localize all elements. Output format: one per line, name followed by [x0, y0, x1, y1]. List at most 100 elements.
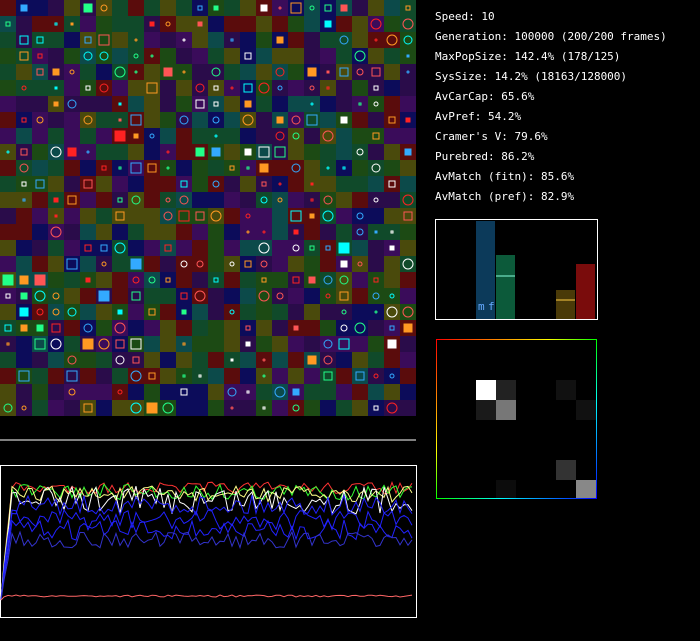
cell — [384, 144, 400, 160]
cell — [336, 144, 352, 160]
agent — [19, 307, 29, 317]
world-grid — [0, 0, 416, 416]
cell — [272, 352, 288, 368]
cell — [384, 112, 400, 128]
cell — [384, 400, 400, 416]
cell — [336, 272, 352, 288]
cell — [336, 16, 352, 32]
cell — [336, 80, 352, 96]
agent — [402, 306, 414, 318]
agent — [179, 195, 189, 205]
agent — [53, 197, 59, 203]
cell — [288, 256, 304, 272]
cell — [320, 240, 336, 256]
agent — [21, 85, 27, 91]
cell — [96, 112, 112, 128]
cell — [384, 224, 400, 240]
agent — [275, 67, 285, 77]
agent — [83, 51, 93, 61]
stat-line: Purebred: 86.2% — [435, 150, 535, 163]
agent — [323, 339, 333, 349]
agent — [242, 114, 254, 126]
agent — [354, 322, 366, 334]
cell — [144, 304, 160, 320]
agent — [149, 133, 155, 139]
agent — [340, 4, 348, 12]
cell — [352, 224, 368, 240]
cell — [80, 240, 96, 256]
agent — [114, 130, 126, 142]
agent — [389, 325, 395, 331]
cell — [80, 304, 96, 320]
cell — [144, 224, 160, 240]
cell — [352, 32, 368, 48]
cell — [240, 240, 256, 256]
cell — [96, 304, 112, 320]
cell — [368, 48, 384, 64]
hist-label: m — [478, 300, 485, 313]
agent — [196, 260, 204, 268]
agent — [84, 244, 92, 252]
stat-line: AvPref: 54.2% — [435, 110, 521, 123]
cell — [272, 240, 288, 256]
cell — [0, 64, 16, 80]
agent — [278, 182, 282, 186]
cell — [160, 32, 176, 48]
cell — [224, 128, 240, 144]
agent — [195, 99, 205, 109]
agent — [406, 70, 410, 74]
agent — [310, 182, 314, 186]
cell — [80, 368, 96, 384]
cell — [16, 144, 32, 160]
cell — [192, 0, 208, 16]
agent — [131, 291, 141, 301]
cell — [240, 256, 256, 272]
cell — [352, 80, 368, 96]
cell — [304, 400, 320, 416]
agent — [52, 308, 60, 316]
agent — [404, 148, 412, 156]
agent — [260, 4, 268, 12]
agent — [341, 309, 347, 315]
cell — [352, 352, 368, 368]
cell — [160, 96, 176, 112]
agent — [292, 276, 300, 284]
cell — [400, 160, 416, 176]
cell — [336, 288, 352, 304]
cell — [0, 208, 16, 224]
graph-line — [0, 485, 413, 601]
graph-lines — [0, 480, 413, 601]
cell — [128, 176, 144, 192]
cell — [224, 240, 240, 256]
cell — [32, 112, 48, 128]
cell — [320, 384, 336, 400]
cell — [48, 16, 64, 32]
agent — [179, 115, 189, 125]
cell — [0, 160, 16, 176]
cell — [64, 64, 80, 80]
cell — [336, 304, 352, 320]
cell — [352, 96, 368, 112]
cell — [176, 336, 192, 352]
cell — [384, 272, 400, 288]
cell — [144, 192, 160, 208]
cell — [16, 80, 32, 96]
cell — [240, 128, 256, 144]
agent — [309, 5, 315, 11]
agent — [307, 67, 317, 77]
cell — [224, 400, 240, 416]
cell — [160, 192, 176, 208]
agent — [322, 210, 334, 222]
cell — [64, 176, 80, 192]
cell — [256, 352, 272, 368]
agent — [67, 195, 77, 205]
cell — [352, 400, 368, 416]
cell — [96, 0, 112, 16]
agent — [67, 99, 77, 109]
agent — [403, 211, 413, 221]
cell — [288, 96, 304, 112]
cell — [64, 352, 80, 368]
agent — [388, 116, 396, 124]
cell — [208, 176, 224, 192]
agent — [146, 402, 158, 414]
